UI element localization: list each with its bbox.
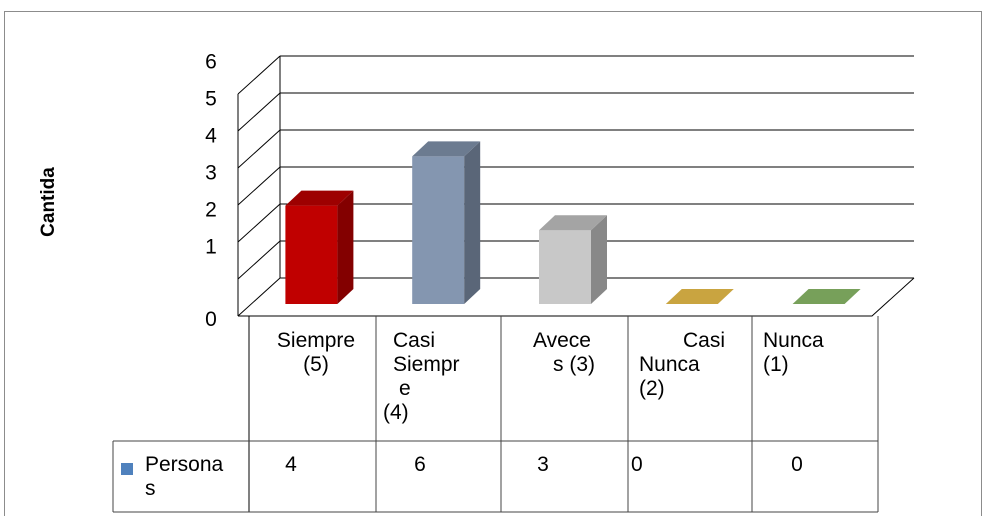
bar-side <box>591 215 607 304</box>
x-category-label: Avece <box>533 329 591 352</box>
y-tick-label: 2 <box>205 199 217 222</box>
y-axis-title: Cantida <box>38 167 59 237</box>
x-category-label: (2) <box>639 377 665 400</box>
gridline-side <box>237 166 281 206</box>
bar-side <box>337 190 354 304</box>
table-value: 4 <box>285 453 297 476</box>
floor-edge <box>238 277 915 317</box>
x-category-label: Siempre <box>277 329 355 352</box>
bar-top <box>539 215 607 231</box>
table-value: 0 <box>631 453 643 476</box>
bar-top <box>412 141 481 157</box>
x-category-label: e <box>399 377 411 400</box>
gridline-side <box>237 240 281 280</box>
gridline-side <box>237 92 281 132</box>
y-tick-label: 4 <box>205 125 217 148</box>
table-value: 3 <box>537 453 549 476</box>
table-value: 6 <box>414 453 426 476</box>
y-tick-label: 3 <box>205 162 217 185</box>
bar-front <box>412 156 465 304</box>
gridline-side <box>237 129 281 169</box>
x-category-label: Nunca <box>763 329 824 352</box>
bar-zero-cap <box>792 289 861 304</box>
bar-front <box>285 205 338 304</box>
y-tick-label: 5 <box>205 88 217 111</box>
legend-series-name: s <box>145 477 156 500</box>
x-category-label: (1) <box>763 353 789 376</box>
bar-front <box>539 230 591 304</box>
chart-frame <box>4 11 982 516</box>
bar-zero-cap <box>665 289 734 304</box>
y-tick-label: 6 <box>205 51 217 74</box>
x-category-label: (5) <box>303 353 329 376</box>
gridline-side <box>237 55 281 95</box>
bar-top <box>285 190 354 206</box>
x-category-label: Siempr <box>393 353 460 376</box>
x-category-label: Casi <box>683 329 725 352</box>
x-category-label: Nunca <box>639 353 700 376</box>
legend-marker <box>121 463 133 475</box>
x-category-label: (4) <box>383 401 409 424</box>
x-category-label: Casi <box>393 329 435 352</box>
y-tick-label: 0 <box>205 308 217 331</box>
gridline-side <box>237 277 281 317</box>
y-tick-label: 1 <box>205 236 217 259</box>
gridline-side <box>237 203 281 243</box>
x-category-label: s (3) <box>553 353 595 376</box>
bar-side <box>464 141 481 304</box>
table-value: 0 <box>791 453 803 476</box>
legend-series-name: Persona <box>145 453 224 476</box>
